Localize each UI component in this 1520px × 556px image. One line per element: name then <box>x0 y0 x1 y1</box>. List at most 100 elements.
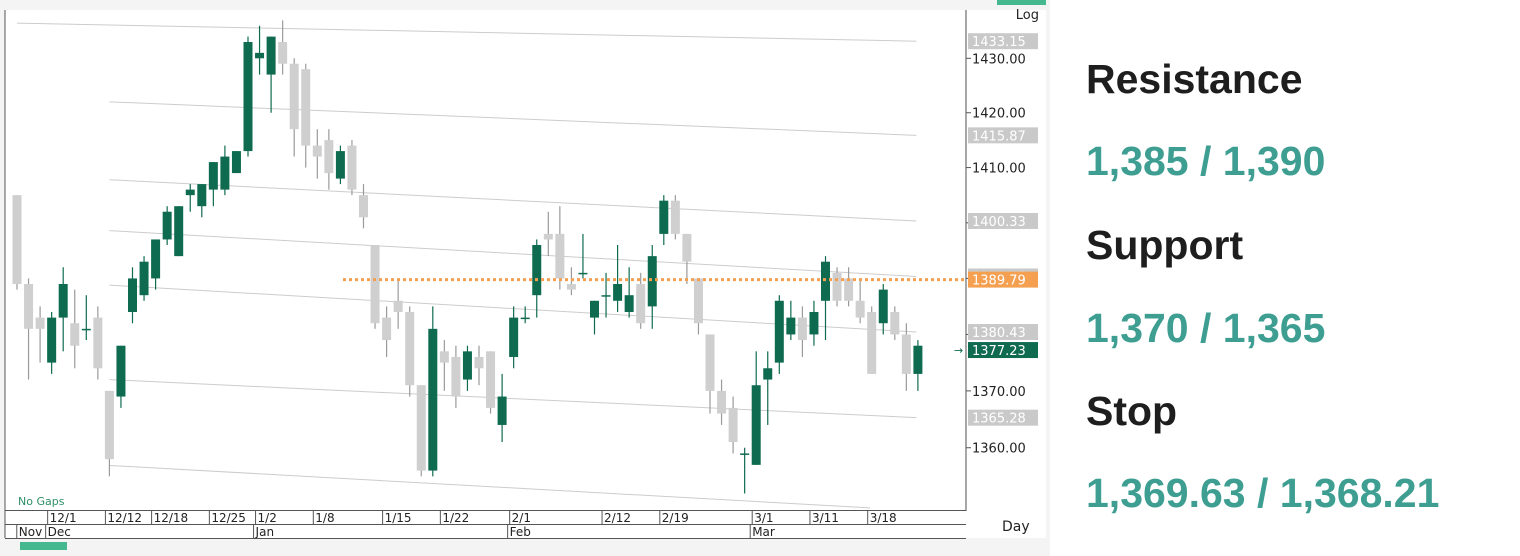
candle-body <box>774 300 784 363</box>
candle <box>844 267 854 307</box>
price-tick-label: 1360.00 <box>972 442 1026 457</box>
candle-body <box>705 334 715 391</box>
stop-value: 1,369.63 / 1,368.21 <box>1086 470 1440 516</box>
price-labels: 1433.151415.871400.331390.351389.791380.… <box>954 33 1038 427</box>
date-tick-label: 2/19 <box>662 511 689 525</box>
candle-body <box>81 328 91 331</box>
candle <box>128 267 137 324</box>
candle <box>35 306 45 363</box>
candle <box>289 58 299 157</box>
candle <box>162 206 172 246</box>
levels-panel: Resistance 1,385 / 1,390 Support 1,370 /… <box>1086 0 1516 556</box>
candles <box>12 20 923 494</box>
candle <box>566 267 576 296</box>
candle <box>266 36 276 113</box>
candle-body <box>289 63 299 130</box>
candle <box>901 323 911 391</box>
candle <box>543 211 553 257</box>
candle-body <box>116 345 126 397</box>
candle <box>786 300 796 341</box>
price-label-box <box>968 212 1038 229</box>
candle-body <box>728 407 738 443</box>
candle-body <box>867 311 877 374</box>
candle-body <box>763 368 773 380</box>
price-label: 1389.79 <box>968 271 1038 289</box>
date-tick-label: 1/22 <box>442 511 469 525</box>
candle-body <box>393 300 403 312</box>
chart-canvas[interactable]: 1430.001420.001410.001400.001390.001380.… <box>0 0 1050 556</box>
candle-body <box>151 239 161 279</box>
price-label-text: 1389.79 <box>972 274 1026 289</box>
candle-body <box>220 156 230 190</box>
candle <box>821 256 830 341</box>
candle <box>301 63 311 168</box>
price-chart[interactable]: 1430.001420.001410.001400.001390.001380.… <box>0 0 1050 556</box>
candle-body <box>70 323 80 346</box>
date-tick-label: 3/18 <box>870 511 897 525</box>
candle-body <box>197 184 207 207</box>
candle <box>693 278 703 335</box>
price-label: 1400.33 <box>968 212 1038 230</box>
trendlines <box>16 22 917 509</box>
candle <box>24 278 34 380</box>
candle <box>670 195 680 240</box>
trendline <box>16 22 917 42</box>
candle <box>151 239 161 290</box>
candle-body <box>128 278 137 312</box>
candle-body <box>693 278 703 324</box>
candle <box>12 195 22 290</box>
candle-body <box>139 261 149 296</box>
candle <box>763 351 773 425</box>
scale-label[interactable]: Log <box>1016 8 1039 23</box>
candle <box>220 145 230 196</box>
candle-body <box>647 256 657 307</box>
candle <box>728 396 738 454</box>
resistance-label: Resistance <box>1086 56 1303 102</box>
candle-body <box>47 317 57 363</box>
candle <box>174 206 184 257</box>
date-tick-label: 3/11 <box>812 511 839 525</box>
support-value: 1,370 / 1,365 <box>1086 305 1326 351</box>
candle-body <box>208 162 218 190</box>
candle-body <box>901 334 911 374</box>
candle-body <box>520 317 530 320</box>
candle <box>359 184 368 229</box>
candle-body <box>636 284 646 324</box>
period-label: Jan <box>255 525 274 539</box>
candle-body <box>255 52 265 59</box>
candle <box>243 36 253 157</box>
candle <box>231 151 241 174</box>
candle-body <box>497 396 507 425</box>
candle <box>878 284 888 335</box>
candle <box>370 245 380 329</box>
price-label-box <box>968 409 1038 426</box>
price-label-box <box>968 271 1038 288</box>
resistance-value: 1,385 / 1,390 <box>1086 138 1326 184</box>
candle-body <box>717 390 727 414</box>
price-tick-label: 1430.00 <box>972 52 1026 67</box>
bottom-accent-bar <box>20 542 67 550</box>
frequency-label[interactable]: Day <box>1002 519 1030 535</box>
candle-body <box>370 245 380 324</box>
candle <box>58 267 68 352</box>
candle <box>855 278 865 324</box>
candle <box>347 140 357 196</box>
trendline <box>109 230 917 277</box>
candle-body <box>382 317 392 341</box>
date-tick-label: 1/2 <box>258 511 277 525</box>
candle-body <box>809 311 819 335</box>
candle <box>70 289 80 369</box>
candle <box>890 306 900 341</box>
candle-body <box>913 345 923 374</box>
price-label-box <box>968 324 1038 341</box>
candle-body <box>797 317 807 341</box>
price-label: 1433.15 <box>968 33 1038 50</box>
price-label: 1380.43 <box>968 324 1038 341</box>
price-label-box <box>968 342 1038 359</box>
candle <box>578 233 588 279</box>
candle-body <box>24 284 34 329</box>
candle-body <box>58 284 68 318</box>
candle-body <box>35 317 45 329</box>
candle-body <box>659 200 669 234</box>
candle-body <box>93 317 103 369</box>
